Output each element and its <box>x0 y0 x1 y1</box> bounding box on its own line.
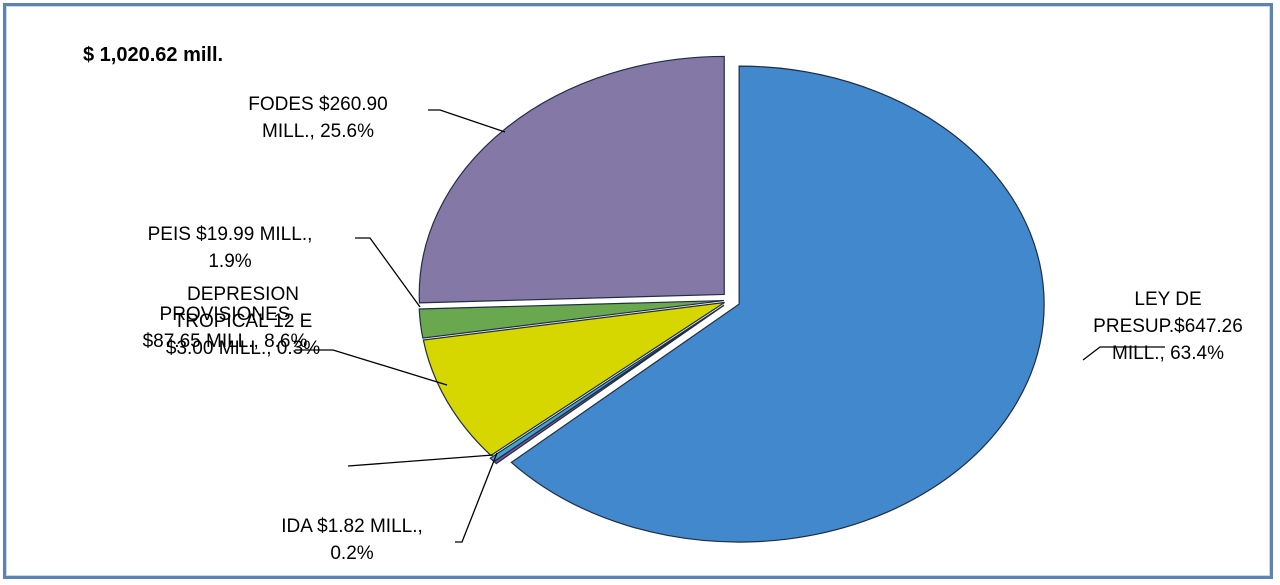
data-labels: LEY DE PRESUP.$647.26 MILL., 63.4% IDA $1.8… <box>143 94 1243 564</box>
data-label-line: IDA $1.82 MILL., <box>281 516 423 537</box>
data-label-line: TROPICAL 12 E <box>174 311 313 332</box>
leader-line <box>1082 346 1165 361</box>
data-label: DEPRESION TROPICAL 12 E $3.00 MILL., 0.3% <box>166 284 320 359</box>
data-label-line: PRESUP.$647.26 <box>1093 316 1243 337</box>
pie-slice-ley-de-presup <box>510 65 1045 543</box>
data-label: IDA $1.82 MILL., 0.2% <box>281 516 423 564</box>
pie-slice-provisiones <box>422 301 725 457</box>
data-label-line: DEPRESION <box>187 284 299 305</box>
data-label: PEIS $19.99 MILL., 1.9% <box>148 224 313 272</box>
data-label-line: $87.65 MILL., 8.6% <box>143 331 308 352</box>
data-label-line: FODES $260.90 <box>248 94 387 115</box>
data-label-line: PEIS $19.99 MILL., <box>148 224 313 245</box>
data-label-line: 1.9% <box>208 251 251 272</box>
data-label: FODES $260.90 MILL., 25.6% <box>248 94 387 142</box>
data-label-line: MILL., 25.6% <box>262 121 374 142</box>
leader-line <box>295 349 448 386</box>
chart-title: $ 1,020.62 mill. <box>83 44 224 66</box>
data-label-line: LEY DE <box>1134 289 1201 310</box>
pie-slice-peis <box>418 299 725 339</box>
leader-lines <box>295 109 1165 543</box>
data-label: LEY DE PRESUP.$647.26 MILL., 63.4% <box>1093 289 1243 364</box>
leader-line <box>347 454 494 467</box>
data-label-line: PROVISIONES <box>160 304 291 325</box>
leader-line <box>428 109 506 133</box>
pie-slice-fodes <box>418 55 725 304</box>
pie-slices <box>418 55 1045 543</box>
leader-line <box>355 237 421 308</box>
data-label-line: 0.2% <box>330 543 373 564</box>
data-label-line: $3.00 MILL., 0.3% <box>166 338 320 359</box>
leader-line <box>455 452 498 543</box>
data-label: PROVISIONES $87.65 MILL., 8.6% <box>143 304 308 352</box>
data-label-line: MILL., 63.4% <box>1112 343 1224 364</box>
